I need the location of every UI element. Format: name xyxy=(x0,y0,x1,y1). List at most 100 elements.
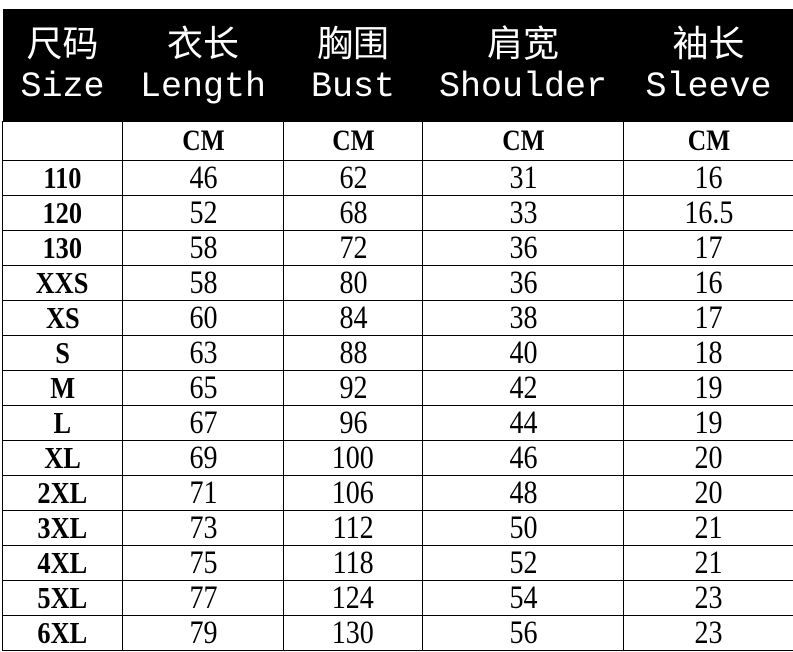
cell-bust: 106 xyxy=(283,475,423,511)
cell-value: 16.5 xyxy=(683,195,734,231)
cell-size: XS xyxy=(2,300,123,336)
table-row: 110 46 62 31 16 xyxy=(2,160,793,196)
cell-bust: 80 xyxy=(283,265,423,301)
header-size-zh: 尺码 xyxy=(2,9,123,67)
cell-shoulder: 54 xyxy=(422,580,624,616)
cell-value: 19 xyxy=(694,405,723,441)
cell-value: 67 xyxy=(188,405,218,441)
cell-value: 20 xyxy=(694,440,723,476)
cell-value: 21 xyxy=(694,510,723,546)
cell-bust: 68 xyxy=(283,195,423,231)
cell-value: 21 xyxy=(694,545,723,581)
cell-value: 88 xyxy=(338,335,368,371)
cell-size: S xyxy=(2,335,123,371)
cell-value: 54 xyxy=(508,580,538,616)
cell-sleeve: 21 xyxy=(623,545,793,581)
cell-value: 33 xyxy=(508,195,538,231)
cell-sleeve: 18 xyxy=(623,335,793,371)
cell-size: 4XL xyxy=(2,545,123,581)
cell-value: 106 xyxy=(331,475,375,511)
table-row: 3XL 73 112 50 21 xyxy=(2,510,793,546)
unit-row: CM CM CM CM xyxy=(3,121,793,161)
cell-shoulder: 36 xyxy=(422,265,624,301)
header-shoulder-zh: 肩宽 xyxy=(422,9,624,67)
cell-sleeve: 16 xyxy=(623,265,793,301)
cell-value: 36 xyxy=(508,230,538,266)
cell-value: 23 xyxy=(694,580,723,616)
cell-size: M xyxy=(2,370,123,406)
cell-value: 19 xyxy=(694,370,723,406)
cell-value: 110 xyxy=(43,160,82,195)
header-length-en: Length xyxy=(122,67,284,122)
cell-length: 67 xyxy=(122,405,284,441)
cell-shoulder: 31 xyxy=(422,160,624,196)
unit-length: CM xyxy=(134,121,272,161)
cell-shoulder: 44 xyxy=(422,405,624,441)
cell-shoulder: 36 xyxy=(422,230,624,266)
table-row: XS 60 84 38 17 xyxy=(2,300,793,336)
cell-length: 52 xyxy=(122,195,284,231)
cell-sleeve: 20 xyxy=(623,475,793,511)
cell-sleeve: 23 xyxy=(623,580,793,616)
cell-sleeve: 16.5 xyxy=(623,195,793,231)
cell-sleeve: 16 xyxy=(623,160,793,196)
cell-value: M xyxy=(50,370,75,405)
cell-size: 120 xyxy=(2,195,123,231)
cell-value: 46 xyxy=(508,440,538,476)
table-row: 5XL 77 124 54 23 xyxy=(2,580,793,616)
cell-sleeve: 21 xyxy=(623,510,793,546)
cell-sleeve: 19 xyxy=(623,405,793,441)
cell-bust: 72 xyxy=(283,230,423,266)
unit-bust: CM xyxy=(293,121,413,161)
cell-bust: 112 xyxy=(283,510,423,546)
cell-value: 63 xyxy=(188,335,218,371)
table-row: S 63 88 40 18 xyxy=(2,335,793,371)
cell-length: 73 xyxy=(122,510,284,546)
table-row: 6XL 79 130 56 23 xyxy=(2,615,793,651)
cell-value: 52 xyxy=(188,195,218,231)
cell-shoulder: 38 xyxy=(422,300,624,336)
cell-value: 20 xyxy=(694,475,723,511)
cell-value: 84 xyxy=(338,300,368,336)
cell-value: 112 xyxy=(332,510,374,546)
header-shoulder-en: Shoulder xyxy=(422,67,624,122)
cell-value: 44 xyxy=(508,405,538,441)
cell-bust: 92 xyxy=(283,370,423,406)
cell-value: S xyxy=(55,335,70,370)
cell-length: 77 xyxy=(122,580,284,616)
cell-value: 58 xyxy=(188,230,218,266)
cell-value: 73 xyxy=(188,510,218,546)
table-row: 4XL 75 118 52 21 xyxy=(2,545,793,581)
cell-length: 69 xyxy=(122,440,284,476)
cell-sleeve: 17 xyxy=(623,230,793,266)
cell-value: 16 xyxy=(694,265,723,301)
cell-value: 100 xyxy=(331,440,375,476)
table-row: L 67 96 44 19 xyxy=(2,405,793,441)
cell-bust: 130 xyxy=(283,615,423,651)
cell-value: 46 xyxy=(188,160,218,196)
header-bust-zh: 胸围 xyxy=(283,9,423,67)
header-sleeve-zh: 袖长 xyxy=(623,9,793,67)
cell-shoulder: 40 xyxy=(422,335,624,371)
cell-length: 65 xyxy=(122,370,284,406)
cell-value: 50 xyxy=(508,510,538,546)
cell-size: 110 xyxy=(2,160,123,196)
cell-value: 65 xyxy=(188,370,218,406)
cell-value: 92 xyxy=(338,370,368,406)
cell-value: 79 xyxy=(188,615,218,651)
cell-sleeve: 17 xyxy=(623,300,793,336)
header-length-zh: 衣长 xyxy=(122,9,284,67)
cell-bust: 62 xyxy=(283,160,423,196)
cell-length: 71 xyxy=(122,475,284,511)
table-row: 130 58 72 36 17 xyxy=(2,230,793,266)
cell-value: 17 xyxy=(694,300,723,336)
unit-size xyxy=(11,121,114,161)
cell-size: XXS xyxy=(2,265,123,301)
cell-value: 5XL xyxy=(37,580,88,615)
cell-length: 63 xyxy=(122,335,284,371)
cell-sleeve: 23 xyxy=(623,615,793,651)
cell-bust: 124 xyxy=(283,580,423,616)
table-row: XXS 58 80 36 16 xyxy=(2,265,793,301)
cell-value: 56 xyxy=(508,615,538,651)
cell-value: 60 xyxy=(188,300,218,336)
